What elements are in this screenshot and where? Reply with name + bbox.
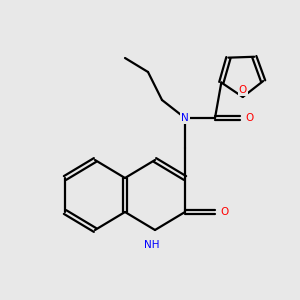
Text: O: O: [220, 207, 228, 217]
Text: N: N: [181, 113, 189, 123]
Text: NH: NH: [144, 240, 160, 250]
Text: O: O: [245, 113, 253, 123]
Text: O: O: [238, 85, 247, 95]
